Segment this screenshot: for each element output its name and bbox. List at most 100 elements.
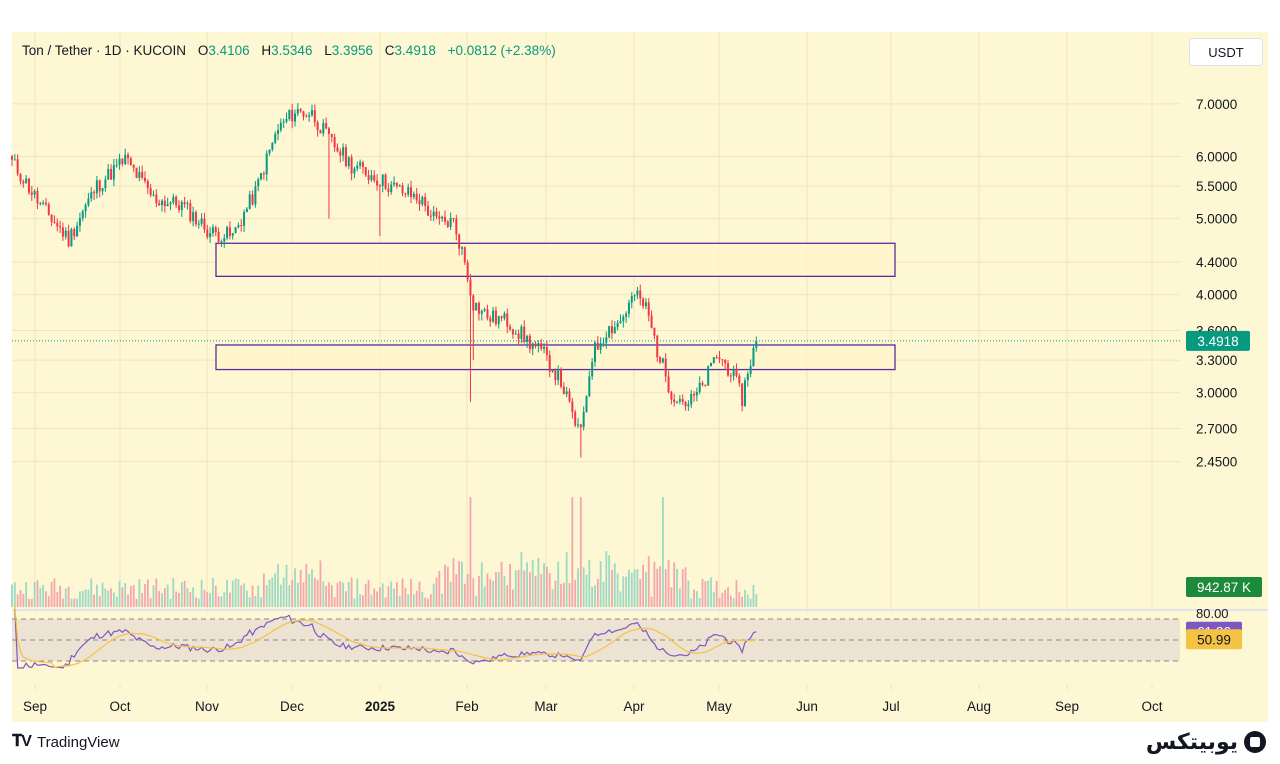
volume-bar <box>446 566 449 607</box>
volume-bar <box>724 589 727 607</box>
volume-bar <box>630 572 633 607</box>
volume-bar <box>452 558 455 607</box>
candle-body <box>277 130 280 134</box>
price-tick-label: 6.0000 <box>1196 149 1237 164</box>
zone-1[interactable] <box>215 242 896 277</box>
volume-bar <box>495 572 497 607</box>
volume-bar <box>163 588 166 607</box>
rsi-ma-badge: 50.99 <box>1197 632 1231 647</box>
candle-body <box>647 302 650 316</box>
candle-body <box>124 154 127 165</box>
candle-body <box>630 295 633 303</box>
volume-bar <box>557 561 560 607</box>
candle-body <box>511 329 514 335</box>
volume-bar <box>325 585 328 607</box>
volume-bar <box>79 591 81 607</box>
candle-body <box>676 401 679 403</box>
candle-body <box>721 359 724 361</box>
volume-bar <box>715 580 718 607</box>
volume-bar <box>622 576 625 607</box>
candle-body <box>206 229 209 238</box>
price-candles <box>11 103 1180 458</box>
candle-body <box>81 211 84 219</box>
volume-bar <box>455 574 458 607</box>
candle-body <box>67 230 70 247</box>
volume-bar <box>359 594 361 607</box>
volume-bar <box>42 584 45 607</box>
volume-bar <box>404 587 407 607</box>
volume-bar <box>537 558 540 607</box>
volume-bar <box>223 592 226 607</box>
candle-body <box>268 149 271 154</box>
volume-bar <box>265 585 268 607</box>
candle-body <box>460 247 463 249</box>
volume-bar <box>149 598 152 607</box>
zone-2[interactable] <box>215 344 896 371</box>
candle-body <box>260 173 263 180</box>
candle-body <box>291 109 294 122</box>
volume-bar <box>707 580 710 607</box>
volume-bar <box>217 596 220 607</box>
candle-body <box>404 193 407 195</box>
candle-body <box>726 363 729 376</box>
candle-body <box>44 202 47 205</box>
volume-bar <box>322 581 325 607</box>
candle-body <box>494 310 497 325</box>
last-price-badge: 3.4918 <box>1197 334 1238 349</box>
candle-body <box>418 200 421 205</box>
volume-bar <box>755 594 758 607</box>
volume-bar <box>138 579 141 607</box>
volume-bar <box>237 579 240 607</box>
volume-bar <box>107 590 110 607</box>
volume-bar <box>602 581 605 607</box>
candle-body <box>540 343 543 349</box>
volume-bar <box>636 569 639 607</box>
volume-bar <box>234 578 237 607</box>
candle-body <box>401 185 404 194</box>
volume-bar <box>560 584 562 607</box>
volume-bar <box>336 582 339 607</box>
volume-bar <box>364 583 367 607</box>
candle-body <box>361 162 364 168</box>
volume-bar <box>608 555 611 607</box>
time-tick-label: Jul <box>882 699 899 714</box>
candle-body <box>463 247 466 263</box>
currency-unit-button[interactable]: USDT <box>1189 38 1263 66</box>
candle-body <box>509 326 512 330</box>
volume-bar <box>554 580 557 607</box>
volume-bar <box>294 568 296 607</box>
candle-body <box>223 237 226 242</box>
candle-body <box>506 313 509 327</box>
volume-bar <box>588 559 591 607</box>
volume-bar <box>503 575 506 607</box>
volume-bar <box>562 582 565 607</box>
candle-body <box>22 181 25 184</box>
candle-body <box>78 218 81 226</box>
volume-bar <box>33 581 36 607</box>
volume-bar <box>112 592 115 607</box>
volume-bar <box>551 589 554 607</box>
volume-bar <box>347 581 350 607</box>
volume-bar <box>412 594 415 607</box>
candle-body <box>438 216 441 219</box>
tradingview-brand[interactable]: 𝐓V TradingView <box>12 733 120 751</box>
candle-body <box>732 369 735 376</box>
candle-body <box>605 337 608 343</box>
volume-bar <box>472 578 475 607</box>
candle-body <box>152 194 155 196</box>
candle-body <box>571 401 574 412</box>
candle-body <box>296 109 299 114</box>
volume-bar <box>296 582 299 607</box>
candle-body <box>288 109 291 120</box>
volume-bar <box>158 590 161 607</box>
candle-body <box>149 188 152 196</box>
candle-body <box>367 175 370 180</box>
volume-bar <box>362 595 364 607</box>
tradingview-logo-icon: 𝐓V <box>12 733 32 750</box>
candle-body <box>56 222 59 227</box>
candle-body <box>211 227 214 234</box>
volume-bar <box>189 592 192 607</box>
candle-body <box>724 359 727 364</box>
open-label: O <box>197 43 209 58</box>
